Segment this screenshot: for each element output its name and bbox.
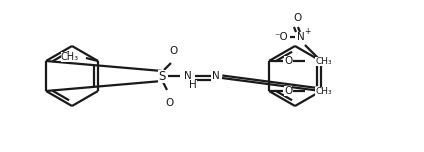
Text: O: O xyxy=(284,56,292,66)
Text: CH₃: CH₃ xyxy=(315,86,332,95)
Text: H: H xyxy=(189,80,197,90)
Text: O: O xyxy=(284,86,292,96)
Text: N: N xyxy=(212,71,220,81)
Text: +: + xyxy=(304,28,310,36)
Text: N: N xyxy=(297,32,305,42)
Text: O: O xyxy=(294,13,302,23)
Text: S: S xyxy=(158,69,166,83)
Text: CH₃: CH₃ xyxy=(315,57,332,66)
Text: O: O xyxy=(165,98,173,108)
Text: ⁻O: ⁻O xyxy=(274,32,288,42)
Text: CH₃: CH₃ xyxy=(61,52,79,62)
Text: N: N xyxy=(184,71,192,81)
Text: O: O xyxy=(169,46,177,56)
